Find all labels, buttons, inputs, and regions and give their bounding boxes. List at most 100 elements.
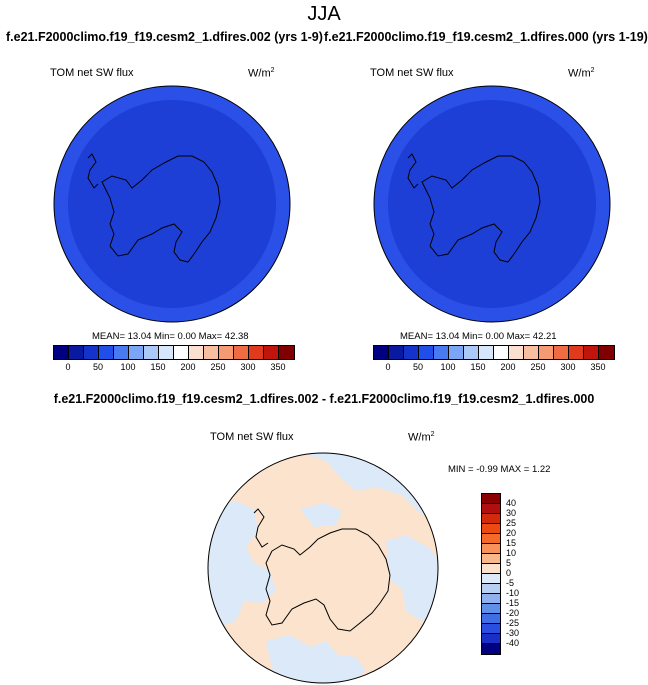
panel2-colorbar-tick-label: 200: [500, 362, 516, 372]
diff-colorbar-swatch: [482, 544, 500, 554]
panel2-colorbar-tick-label: 0: [385, 362, 391, 372]
panel2-stats: MEAN= 13.04 Min= 0.00 Max= 42.21: [400, 331, 557, 342]
panel2-colorbar-swatch: [569, 346, 584, 359]
panel1-stats: MEAN= 13.04 Min= 0.00 Max= 42.38: [92, 331, 249, 342]
panel2-antarctica-coastline: [421, 155, 541, 263]
panel2-colorbar-tick-label: 350: [590, 362, 606, 372]
diff-colorbar-swatch: [482, 624, 500, 634]
diff-colorbar-swatch: [482, 524, 500, 534]
panel2-polar-map: [373, 85, 611, 323]
panel2-colorbar-tick-label: 50: [412, 362, 424, 372]
diff-colorbar-swatch: [482, 584, 500, 594]
diff-colorbar-tick-label: 15: [506, 538, 517, 548]
panel1-antarctica-coastline: [101, 155, 221, 263]
panel2-colorbar-swatch: [554, 346, 569, 359]
panel1-colorbar-tick-label: 250: [210, 362, 226, 372]
diff-colorbar-swatch: [482, 534, 500, 544]
panel1-colorbar-tick-label: 200: [180, 362, 196, 372]
panel2-case-title: f.e21.F2000climo.f19_f19.cesm2_1.dfires.…: [324, 30, 648, 44]
diff-colorbar-swatch: [482, 644, 500, 654]
diff-negative-region-center: [300, 503, 342, 527]
panel2-units-label: W/m2: [568, 67, 595, 80]
diff-colorbar-tick-label: -30: [506, 628, 520, 638]
diff-colorbar-swatch: [482, 564, 500, 574]
panel2-colorbar-swatch: [539, 346, 554, 359]
panel1-colorbar-tick-label: 350: [270, 362, 286, 372]
diff-colorbar-tick-label: 20: [506, 528, 517, 538]
panel1-colorbar-swatch: [234, 346, 249, 359]
diff-colorbar-swatches: [481, 493, 501, 655]
panel2-colorbar-swatch: [449, 346, 464, 359]
panel2-peninsula-coastline: [407, 153, 419, 189]
figure-title: JJA: [307, 3, 341, 25]
diff-colorbar-tick-label: -20: [506, 608, 520, 618]
panel1-colorbar-swatch: [129, 346, 144, 359]
diff-colorbar-ticks: 40 30 25 20 15 10 5 0 -5 -10 -15 -20 -25 -30 -40: [506, 493, 546, 675]
panel1-colorbar-swatch: [84, 346, 99, 359]
diff-colorbar-tick-label: 0: [506, 568, 512, 578]
diff-colorbar-swatch: [482, 604, 500, 614]
diff-title: f.e21.F2000climo.f19_f19.cesm2_1.dfires.…: [53, 392, 595, 406]
diff-colorbar-tick-label: 25: [506, 518, 517, 528]
panel2-colorbar-swatch: [584, 346, 599, 359]
panel1-colorbar-tick-label: 50: [92, 362, 104, 372]
diff-colorbar-swatch: [482, 634, 500, 644]
panel1-peninsula-coastline: [87, 153, 99, 189]
diff-colorbar-tick-label: -15: [506, 598, 520, 608]
panel2-colorbar-swatch: [404, 346, 419, 359]
panel1-colorbar-swatch: [264, 346, 279, 359]
diff-negative-region-east: [386, 535, 438, 621]
diff-negative-region-west: [208, 501, 276, 641]
diff-variable-label: TOM net SW flux: [210, 431, 294, 443]
panel2-colorbar-tick-label: 250: [530, 362, 546, 372]
panel1-colorbar-swatch: [249, 346, 264, 359]
diff-colorbar-tick-label: 10: [506, 548, 517, 558]
panel1-case-title: f.e21.F2000climo.f19_f19.cesm2_1.dfires.…: [6, 30, 323, 44]
diff-negative-region-south: [266, 635, 366, 683]
panel1-colorbar-tick-label: 150: [150, 362, 166, 372]
panel2-colorbar-swatch: [599, 346, 614, 359]
panel2-colorbar-swatches: [374, 346, 614, 359]
panel1-colorbar: [53, 345, 295, 360]
panel1-colorbar-swatch: [189, 346, 204, 359]
panel1-colorbar-ticks: 0 50 100 150 200 250 300 350: [53, 362, 293, 374]
panel1-variable-label: TOM net SW flux: [50, 67, 134, 79]
diff-colorbar: [481, 493, 501, 655]
panel1-colorbar-swatch: [219, 346, 234, 359]
panel1-colorbar-swatch: [174, 346, 189, 359]
diff-colorbar-swatch: [482, 594, 500, 604]
diff-colorbar-swatch: [482, 514, 500, 524]
diff-antarctica-coastline: [265, 528, 391, 632]
diff-colorbar-tick-label: -25: [506, 618, 520, 628]
panel2-colorbar-swatch: [419, 346, 434, 359]
panel2-colorbar: [373, 345, 615, 360]
panel2-colorbar-swatch: [509, 346, 524, 359]
panel2-colorbar-tick-label: 150: [470, 362, 486, 372]
panel1-colorbar-swatch: [114, 346, 129, 359]
diff-colorbar-swatch: [482, 504, 500, 514]
panel2-colorbar-tick-label: 300: [560, 362, 576, 372]
diff-colorbar-tick-label: -5: [506, 578, 515, 588]
diff-colorbar-tick-label: -10: [506, 588, 520, 598]
panel1-colorbar-swatch: [279, 346, 294, 359]
diff-units-label: W/m2: [408, 431, 435, 444]
diff-peninsula-coastline: [253, 508, 269, 548]
panel2-colorbar-swatch: [374, 346, 389, 359]
panel1-colorbar-swatch: [69, 346, 84, 359]
panel1-colorbar-swatch: [144, 346, 159, 359]
diff-colorbar-swatch: [482, 614, 500, 624]
diff-colorbar-swatch: [482, 554, 500, 564]
panel2-colorbar-tick-label: 100: [440, 362, 456, 372]
panel1-colorbar-swatch: [54, 346, 69, 359]
panel2-colorbar-swatch: [464, 346, 479, 359]
panel1-colorbar-tick-label: 300: [240, 362, 256, 372]
diff-colorbar-tick-label: 30: [506, 508, 517, 518]
diff-colorbar-tick-label: 40: [506, 498, 517, 508]
panel2-colorbar-swatch: [479, 346, 494, 359]
panel2-colorbar-swatch: [389, 346, 404, 359]
panel1-units-label: W/m2: [248, 67, 275, 80]
diff-colorbar-swatch: [482, 494, 500, 504]
panel2-colorbar-swatch: [494, 346, 509, 359]
panel2-inner-field: [388, 100, 596, 308]
panel1-colorbar-swatch: [159, 346, 174, 359]
